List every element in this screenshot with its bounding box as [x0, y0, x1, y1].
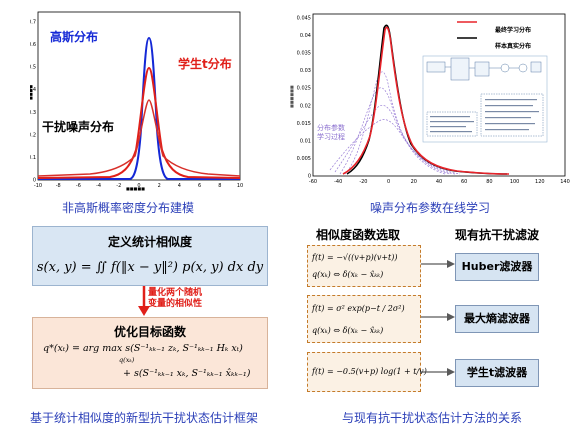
x-tick-label: 100: [510, 179, 520, 185]
y-tick-label: 0.7: [30, 20, 36, 26]
learning-plot: ■■■■■■ -60 -40 -20 0 20 40 60 80 100 120 140 0 0.005…: [289, 13, 570, 185]
x-tick-label: 40: [436, 179, 442, 185]
legend-true-label: 样本真实分布: [495, 43, 532, 50]
y-tick-label: 0.02: [300, 103, 311, 109]
x-tick-label: 10: [237, 183, 243, 189]
max-entropy-filter-box: 最大熵滤波器: [455, 305, 539, 333]
huber-function-q: q(xₖ) ⇔ δ(xₖ − x̂ₖₖ): [312, 270, 384, 279]
framework-caption: 基于统计相似度的新型抗干扰状态估计框架: [30, 411, 259, 425]
pdf-plot-panel: ■■■■ -10 -8 -6 -4 -2 0 2 4 6 8 10 0 0.1 0.2 0.3 0.4 0.5 0…: [28, 10, 245, 192]
x-tick-label: -60: [309, 179, 317, 185]
similarity-formula: s(x, y) = ∬ f(‖x − y‖²) p(x, y) dx dy: [36, 260, 264, 275]
x-tick-label: 2: [158, 183, 161, 189]
x-tick-label: -8: [56, 183, 61, 189]
x-tick-label: 4: [178, 183, 181, 189]
y-tick-label: 0.035: [297, 51, 311, 57]
y-tick-label: 0.2: [30, 132, 36, 138]
x-tick-label: -2: [116, 183, 121, 189]
x-tick-label: 60: [461, 179, 467, 185]
x-tick-label: 120: [535, 179, 545, 185]
x-tick-label: 80: [486, 179, 492, 185]
learning-plot-panel: ■■■■■■ -60 -40 -20 0 20 40 60 80 100 120 140 0 0.005…: [285, 8, 573, 194]
student-t-function-box: f(t) = −0.5(v+p) log(1 + t/v): [307, 352, 427, 392]
objective-formula-line2: + s(S⁻¹ₖₖ₋₁ xₖ, S⁻¹ₖₖ₋₁ x̂ₖₖ₋₁): [123, 368, 251, 379]
y-tick-label: 0.03: [300, 68, 311, 74]
x-tick-label: -10: [34, 183, 42, 189]
objective-function-box: 优化目标函数 q*(xₜ) = arg max s(S⁻¹ₖₖ₋₁ zₖ, S⁻…: [32, 317, 268, 389]
similarity-definition-title: 定义统计相似度: [107, 235, 192, 249]
y-tick-label: 0.015: [297, 121, 311, 127]
y-tick-label: 0: [308, 174, 311, 180]
objective-function-title: 优化目标函数: [113, 325, 186, 339]
y-tick-label: 0.01: [300, 138, 311, 144]
student-t-filter-box: 学生t滤波器: [455, 359, 539, 387]
max-entropy-function-box: f(t) = σ² exp(p−t / 2σ²) q(xₖ) ⇔ δ(xₖ − …: [307, 295, 421, 343]
learning-annotation-line1: 分布参数: [317, 124, 345, 132]
relation-caption: 与现有抗干扰状态估计方法的关系: [342, 411, 523, 425]
objective-formula-sub: q(xₖ): [119, 356, 135, 364]
y-tick-label: 0.6: [30, 42, 36, 48]
y-tick-label: 0.1: [30, 155, 36, 161]
learning-y-axis-label: ■■■■■■: [289, 85, 294, 108]
objective-formula-line1: q*(xₜ) = arg max s(S⁻¹ₖₖ₋₁ zₖ, S⁻¹ₖₖ₋₁ H…: [43, 343, 243, 354]
huber-arrow: [421, 260, 455, 268]
x-tick-label: 0: [137, 183, 140, 189]
huber-function-box: f(t) = −√((v+p)(v+t)) q(xₖ) ⇔ δ(xₖ − x̂ₖ…: [307, 245, 421, 287]
noise-curve: [37, 99, 241, 177]
pdf-plot: ■■■■ -10 -8 -6 -4 -2 0 2 4 6 8 10 0 0.1 0.2 0.3 0.4 0.5 0…: [28, 11, 243, 191]
learning-caption: 噪声分布参数在线学习: [370, 201, 491, 215]
x-tick-label: -20: [359, 179, 367, 185]
max-entropy-function-q: q(xₖ) ⇔ δ(xₖ − x̂ₖₖ): [312, 326, 384, 335]
learning-annotation-line2: 学习过程: [317, 133, 345, 141]
similarity-function-title: 相似度函数选取: [316, 228, 401, 242]
student-t-label: 学生t分布: [178, 57, 232, 71]
x-tick-label: 140: [560, 179, 570, 185]
x-tick-label: 0: [387, 179, 390, 185]
y-tick-label: 0.4: [30, 87, 36, 93]
x-tick-label: 6: [198, 183, 201, 189]
arrow-note-line1: 量化两个随机: [148, 288, 203, 298]
y-tick-label: 0.025: [297, 86, 311, 92]
learning-process-curves: [329, 71, 461, 175]
x-tick-label: 8: [218, 183, 221, 189]
gaussian-curve: [38, 36, 240, 180]
pdf-caption: 非高斯概率密度分布建模: [62, 201, 195, 215]
pdf-x-axis-label: ■■■■■: [126, 186, 145, 191]
student-t-function-f: f(t) = −0.5(v+p) log(1 + t/v): [312, 367, 427, 376]
max-entropy-function-f: f(t) = σ² exp(p−t / 2σ²): [312, 304, 405, 313]
y-tick-label: 0.045: [297, 16, 311, 22]
student-t-curve: [37, 66, 241, 179]
y-tick-label: 0.005: [297, 156, 311, 162]
x-tick-label: -4: [96, 183, 101, 189]
noise-label: 干扰噪声分布: [42, 120, 115, 134]
y-tick-label: 0.5: [30, 65, 36, 71]
max-entropy-arrow: [421, 313, 455, 321]
y-tick-label: 0.04: [300, 33, 311, 39]
inset-block-diagram: [422, 55, 548, 143]
huber-filter-box: Huber滤波器: [455, 253, 539, 281]
y-tick-label: 0: [33, 178, 36, 184]
arrow-note: 量化两个随机 变量的相似性: [148, 288, 202, 310]
framework-arrow: [138, 286, 150, 316]
pdf-y-axis-label: ■■■■: [30, 85, 33, 100]
gaussian-label: 高斯分布: [50, 30, 99, 44]
huber-function-f: f(t) = −√((v+p)(v+t)): [312, 253, 398, 262]
learning-annotation: 分布参数 学习过程: [317, 124, 345, 142]
y-tick-label: 0.3: [30, 110, 36, 116]
x-tick-label: -6: [76, 183, 81, 189]
x-tick-label: 20: [411, 179, 417, 185]
legend-final-label: 最终学习分布: [495, 27, 532, 34]
existing-filters-title: 现有抗干扰滤波: [455, 228, 540, 242]
student-t-arrow: [421, 368, 455, 376]
final-distribution-curve: [342, 26, 510, 175]
similarity-definition-box: 定义统计相似度 s(x, y) = ∬ f(‖x − y‖²) p(x, y) …: [32, 226, 268, 286]
x-tick-label: -40: [334, 179, 342, 185]
arrow-note-line2: 变量的相似性: [148, 299, 203, 309]
